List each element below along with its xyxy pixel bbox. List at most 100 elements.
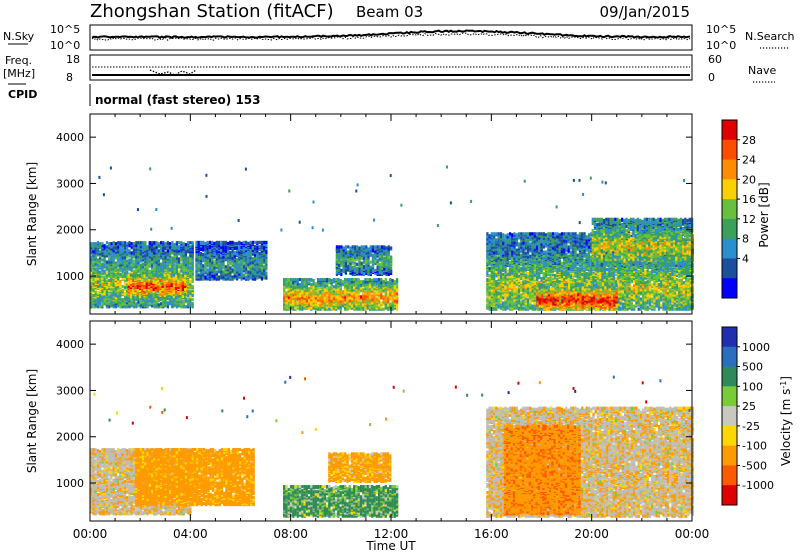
scatter-cell bbox=[92, 278, 94, 281]
scatter-cell bbox=[236, 266, 238, 269]
scatter-cell bbox=[135, 302, 137, 305]
scatter-cell bbox=[213, 266, 215, 269]
scatter-cell bbox=[259, 241, 261, 244]
scatter-cell bbox=[220, 241, 222, 244]
scatter-cell bbox=[301, 278, 303, 281]
scatter-cell bbox=[385, 298, 387, 301]
scatter-cell bbox=[113, 246, 115, 249]
scatter-cell bbox=[139, 282, 141, 285]
scatter-cell bbox=[171, 241, 173, 244]
scatter-cell bbox=[131, 256, 133, 259]
scatter-cell bbox=[234, 242, 236, 245]
scatter-cell bbox=[207, 250, 209, 253]
scatter-cell bbox=[236, 242, 238, 245]
scatter-cell bbox=[189, 291, 191, 294]
scatter-cell bbox=[92, 242, 94, 245]
scatter-cell bbox=[174, 243, 176, 246]
scatter-cell bbox=[222, 241, 224, 244]
scatter-cell bbox=[294, 298, 296, 301]
scatter-cell bbox=[150, 274, 152, 277]
scatter-cell bbox=[104, 302, 106, 305]
scatter-cell bbox=[340, 245, 342, 248]
scatter-cell bbox=[200, 252, 202, 255]
scatter-cell bbox=[124, 297, 126, 300]
scatter-cell bbox=[261, 266, 263, 269]
scatter-cell bbox=[159, 286, 161, 289]
scatter-cell bbox=[99, 305, 101, 308]
scatter-cell bbox=[324, 278, 326, 281]
scatter-cell bbox=[337, 278, 339, 281]
scatter-cell bbox=[211, 241, 213, 244]
scatter-cell bbox=[218, 241, 220, 244]
scatter-cell bbox=[370, 266, 372, 269]
scatter-cell bbox=[343, 246, 345, 249]
scatter-cell bbox=[261, 241, 263, 244]
scatter-cell bbox=[173, 287, 175, 290]
scatter-cell bbox=[328, 286, 330, 289]
scatter-cell bbox=[388, 273, 390, 276]
scatter-cell bbox=[153, 277, 155, 280]
scatter-cell bbox=[306, 278, 308, 281]
scatter-cell bbox=[356, 245, 358, 248]
scatter-cell bbox=[160, 241, 162, 244]
scatter-cell bbox=[340, 269, 342, 272]
scatter-cell bbox=[232, 268, 234, 271]
freq-nave-panel: Freq. [MHz] 18 8 60 0 Nave bbox=[3, 53, 776, 84]
scatter-cell bbox=[106, 260, 108, 263]
scatter-cell bbox=[383, 260, 385, 263]
scatter-cell bbox=[247, 256, 249, 259]
scatter-cell bbox=[234, 251, 236, 254]
scatter-cell bbox=[198, 273, 200, 276]
scatter-cell bbox=[178, 257, 180, 260]
scatter-cell bbox=[211, 261, 213, 264]
scatter-cell bbox=[222, 270, 224, 273]
scatter-cell bbox=[243, 273, 245, 276]
freq-tick-low: 8 bbox=[66, 71, 73, 84]
scatter-cell bbox=[128, 249, 130, 252]
scatter-cell bbox=[360, 305, 362, 308]
scatter-cell bbox=[158, 270, 160, 273]
scatter-cell bbox=[106, 271, 108, 274]
scatter-cell bbox=[142, 249, 144, 252]
scatter-cell bbox=[153, 241, 155, 244]
scatter-cell bbox=[137, 274, 139, 277]
scatter-cell bbox=[380, 281, 382, 284]
scatter-cell bbox=[137, 241, 139, 244]
scatter-cell bbox=[126, 271, 128, 274]
scatter-cell bbox=[139, 274, 141, 277]
scatter-cell bbox=[328, 278, 330, 281]
scatter-cell bbox=[101, 242, 103, 245]
scatter-cell bbox=[259, 245, 261, 248]
scatter-cell bbox=[333, 278, 335, 281]
scatter-cell bbox=[110, 283, 112, 286]
scatter-cell bbox=[92, 261, 94, 264]
scatter-cell bbox=[178, 298, 180, 301]
scatter-cell bbox=[162, 241, 164, 244]
scatter-cell bbox=[195, 268, 197, 271]
scatter-cell bbox=[486, 278, 488, 281]
scatter-cell bbox=[385, 278, 387, 281]
scatter-cell bbox=[315, 291, 317, 294]
scatter-cell bbox=[134, 274, 136, 277]
scatter-cell bbox=[263, 275, 265, 278]
scatter-cell bbox=[180, 274, 182, 277]
nave-label: Nave bbox=[748, 64, 776, 77]
scatter-cell bbox=[367, 288, 369, 291]
scatter-cell bbox=[164, 278, 166, 281]
scatter-cell bbox=[133, 242, 135, 245]
scatter-cell bbox=[358, 278, 360, 281]
scatter-cell bbox=[373, 298, 375, 301]
scatter-cell bbox=[317, 304, 319, 307]
scatter-cell bbox=[189, 245, 191, 248]
scatter-cell bbox=[331, 279, 333, 282]
scatter-cell bbox=[363, 265, 365, 268]
scatter-cell bbox=[153, 274, 155, 277]
scatter-cell bbox=[250, 261, 252, 264]
scatter-cell bbox=[207, 268, 209, 271]
scatter-cell bbox=[137, 244, 139, 247]
scatter-cell bbox=[209, 253, 211, 256]
scatter-cell bbox=[110, 304, 112, 307]
scatter-cell bbox=[171, 287, 173, 290]
scatter-cell bbox=[247, 270, 249, 273]
